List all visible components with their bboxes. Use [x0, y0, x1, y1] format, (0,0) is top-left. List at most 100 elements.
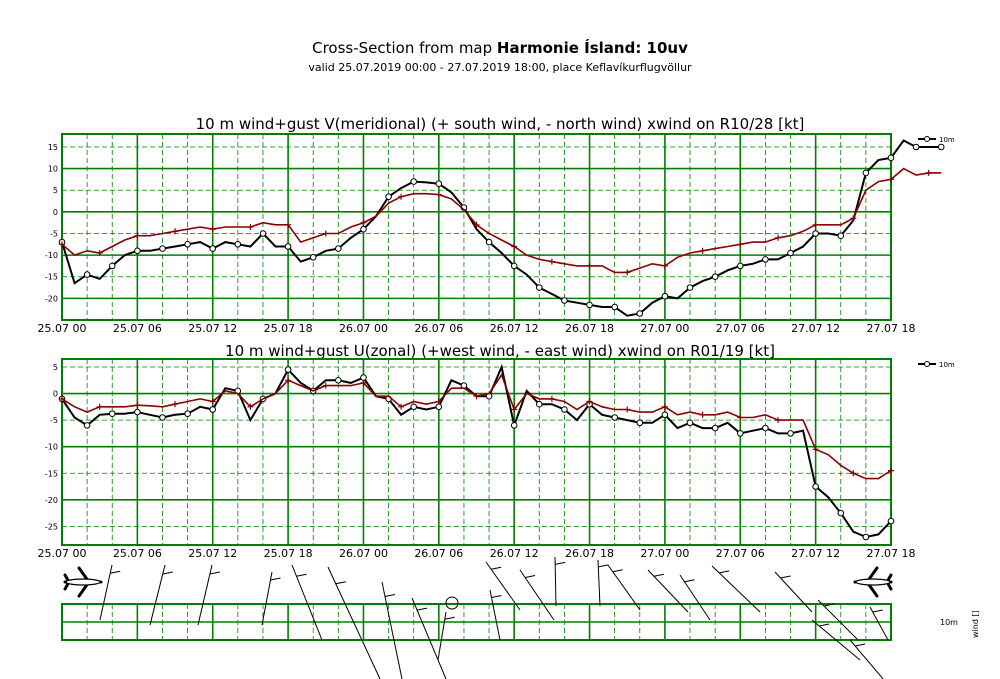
x-tick-label: 27.07 00	[640, 322, 689, 335]
x-tick-label: 26.07 00	[339, 547, 388, 560]
wind-barb-feather	[819, 623, 830, 627]
x-tick-label: 26.07 18	[565, 322, 614, 335]
wind-point-marker	[686, 284, 694, 291]
wind-point-marker	[661, 292, 669, 300]
gust-point-marker	[134, 402, 141, 409]
wind-barb	[381, 581, 403, 679]
wind-series-line	[61, 139, 942, 317]
wind-point-marker	[837, 232, 845, 239]
gust-point-marker	[548, 258, 555, 265]
zonal-wind-panel: 10 m wind+gust U(zonal) (+west wind, - e…	[38, 342, 955, 560]
wind-barb	[597, 559, 601, 607]
gust-point-marker	[172, 401, 178, 408]
barb-axis-label: wind []	[971, 610, 980, 638]
wind-barb-feather	[417, 607, 428, 611]
x-tick-label: 25.07 00	[38, 547, 87, 560]
wind-point-marker	[711, 424, 719, 432]
wind-series-line	[61, 363, 892, 539]
wind-barb	[489, 589, 501, 641]
gust-point-marker	[699, 411, 706, 418]
airplane-right-icon	[853, 566, 893, 598]
y-tick-label: -15	[45, 469, 58, 478]
x-tick-label: 27.07 18	[867, 547, 916, 560]
wind-barb	[291, 564, 323, 641]
gust-point-marker	[737, 241, 744, 248]
wind-point-marker	[837, 509, 845, 517]
gust-point-marker	[134, 232, 141, 239]
wind-point-marker	[762, 256, 769, 263]
gust-point-marker	[925, 169, 932, 176]
wind-point-marker	[159, 245, 166, 252]
gust-point-marker	[435, 398, 442, 405]
legend-marker	[924, 136, 930, 142]
wind-point-marker	[737, 430, 744, 437]
wind-barb	[607, 564, 641, 611]
x-tick-label: 27.07 00	[640, 547, 689, 560]
wind-point-marker	[510, 422, 518, 429]
wind-point-marker	[812, 483, 819, 490]
gust-point-marker	[812, 446, 819, 453]
wind-point-marker	[887, 517, 895, 525]
wind-point-marker	[83, 422, 91, 429]
wind-point-marker	[485, 238, 493, 246]
x-tick-label: 25.07 12	[188, 322, 237, 335]
gust-point-marker	[775, 234, 781, 241]
gust-point-marker	[435, 191, 442, 198]
wind-point-marker	[159, 414, 166, 421]
wind-barb	[99, 564, 113, 621]
gust-point-marker	[209, 226, 216, 233]
wind-barb	[711, 565, 761, 613]
wind-barb-feather	[684, 579, 695, 583]
wind-point-marker	[862, 533, 870, 541]
gust-point-marker	[511, 243, 518, 250]
gust-point-marker	[850, 470, 857, 477]
wind-barb-feather	[444, 616, 455, 620]
wind-point-marker	[410, 403, 418, 411]
wind-point-marker	[134, 247, 141, 255]
gust-point-marker	[59, 241, 65, 248]
gust-point-marker	[812, 221, 819, 228]
y-tick-label: 5	[53, 363, 58, 372]
wind-point-marker	[184, 410, 191, 418]
wind-barb-feather	[653, 573, 665, 577]
gust-point-marker	[322, 382, 329, 389]
main-title: Cross-Section from map Harmonie Ísland: …	[312, 39, 688, 57]
y-tick-label: -25	[45, 522, 58, 531]
wind-point-marker	[762, 424, 769, 432]
x-tick-label: 26.07 18	[565, 547, 614, 560]
wind-point-marker	[636, 310, 644, 317]
calm-wind-circle	[445, 596, 459, 610]
wind-point-marker	[209, 406, 216, 413]
wind-barb-feather	[491, 595, 502, 598]
y-tick-label: -5	[50, 416, 58, 425]
x-tick-label: 27.07 06	[716, 547, 765, 560]
wind-barb	[437, 611, 447, 661]
meridional-wind-panel: 10 m wind+gust V(meridional) (+ south wi…	[38, 115, 955, 335]
wind-barb	[197, 564, 213, 626]
airplane-right-icon-body	[855, 578, 891, 586]
wind-point-marker	[259, 230, 267, 237]
panel-title: 10 m wind+gust V(meridional) (+ south wi…	[196, 115, 805, 133]
wind-point-marker	[335, 377, 342, 384]
y-tick-label: -10	[45, 251, 58, 260]
wind-point-marker	[536, 284, 543, 291]
wind-point-marker	[611, 414, 619, 421]
wind-point-marker	[360, 374, 367, 381]
wind-point-marker	[360, 225, 367, 233]
wind-point-marker	[812, 230, 819, 237]
x-tick-label: 26.07 00	[339, 322, 388, 335]
y-tick-label: 15	[48, 143, 58, 152]
x-tick-label: 25.07 12	[188, 547, 237, 560]
y-tick-label: 0	[53, 390, 58, 399]
gust-point-marker	[96, 250, 103, 256]
wind-barb-feather	[162, 571, 173, 575]
y-tick-label: 10	[48, 165, 58, 174]
wind-barb	[679, 574, 711, 621]
wind-barb	[261, 571, 273, 626]
x-tick-label: 27.07 12	[791, 322, 840, 335]
wind-point-marker	[887, 154, 895, 162]
gust-point-marker	[360, 379, 367, 386]
wind-point-marker	[561, 406, 568, 413]
gust-point-marker	[624, 406, 631, 413]
